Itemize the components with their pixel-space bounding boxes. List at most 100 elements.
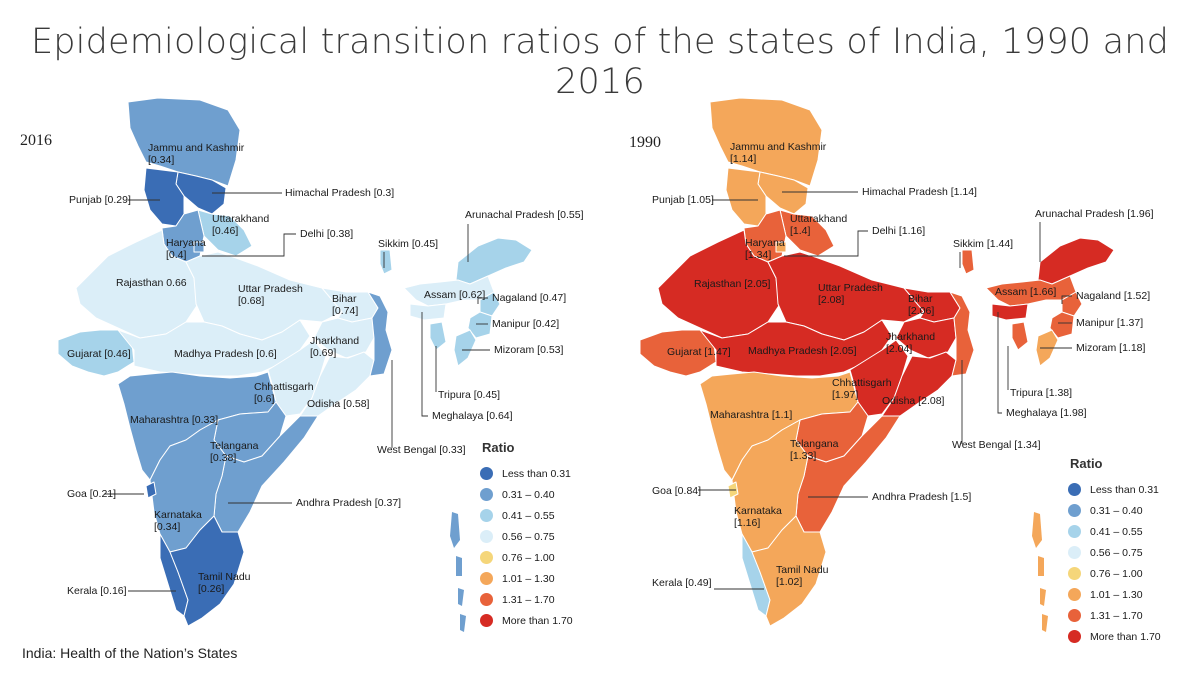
label-sk-2016: Sikkim [0.45] — [378, 238, 438, 250]
label-gj-1990: Gujarat [1.47] — [667, 346, 731, 358]
region-dl-1990 — [775, 241, 787, 253]
legend-label: 0.56 – 0.75 — [1090, 546, 1143, 559]
label-jh-2016: Jharkhand [0.69] — [310, 335, 359, 359]
legend-swatch — [1068, 525, 1081, 538]
label-ga-1990: Goa [0.84] — [652, 485, 701, 497]
legend-swatch — [1068, 546, 1081, 559]
legend-swatch — [1068, 609, 1081, 622]
region-nl-1990 — [1061, 291, 1083, 317]
region-uk-2016 — [197, 209, 253, 257]
label-rj-1990: Rajasthan [2.05] — [694, 278, 771, 290]
legend-item: 0.41 – 0.55 — [480, 505, 573, 526]
label-ml-2016: Meghalaya [0.64] — [432, 410, 513, 422]
legend-title: Ratio — [482, 440, 515, 455]
page-title: Epidemiological transition ratios of the… — [30, 22, 1170, 102]
label-pb-1990: Punjab [1.05] — [652, 194, 714, 206]
region-od-2016 — [299, 351, 375, 417]
legend-label: 0.31 – 0.40 — [1090, 504, 1143, 517]
region-mn-2016 — [467, 311, 493, 339]
region-tn-2016 — [169, 515, 245, 627]
label-tg-1990: Telangana [1.33] — [790, 438, 839, 462]
label-dl-1990: Delhi [1.16] — [872, 225, 925, 237]
region-cg-1990 — [849, 339, 909, 417]
legend-item: 1.31 – 1.70 — [480, 589, 573, 610]
region-sk-2016 — [379, 249, 393, 275]
region-gj-1990 — [639, 329, 717, 377]
legend-item: 0.41 – 0.55 — [1068, 521, 1161, 542]
label-ap-1990: Andhra Pradesh [1.5] — [872, 491, 971, 503]
label-ml-1990: Meghalaya [1.98] — [1006, 407, 1087, 419]
region-ar-2016 — [455, 237, 533, 285]
label-br-1990: Bihar [2.06] — [908, 293, 934, 317]
leader-line-nl-2016 — [477, 297, 488, 304]
legend-item: 0.76 – 1.00 — [480, 547, 573, 568]
label-uk-2016: Uttarakhand [0.46] — [212, 213, 269, 237]
legend-label: 1.01 – 1.30 — [1090, 588, 1143, 601]
region-island3-1990 — [1040, 588, 1046, 606]
label-cg-2016: Chhattisgarh [0.6] — [254, 381, 314, 405]
legend-swatch — [480, 551, 493, 564]
legend-label: 1.31 – 1.70 — [502, 593, 555, 606]
label-mh-2016: Maharashtra [0.33] — [130, 414, 218, 426]
region-mz-2016 — [453, 329, 477, 367]
label-mz-1990: Mizoram [1.18] — [1076, 342, 1146, 354]
legend-item: Less than 0.31 — [1068, 479, 1161, 500]
label-jk-2016: Jammu and Kashmir [0.34] — [148, 142, 245, 166]
leader-line-nl-1990 — [1061, 295, 1072, 304]
leader-line-dl-1990 — [784, 230, 868, 257]
label-tn-2016: Tamil Nadu [0.26] — [198, 571, 251, 595]
label-ar-1990: Arunachal Pradesh [1.96] — [1035, 208, 1154, 220]
legend-label: 1.31 – 1.70 — [1090, 609, 1143, 622]
label-ga-2016: Goa [0.21] — [67, 488, 116, 500]
label-mp-2016: Madhya Pradesh [0.6] — [174, 348, 277, 360]
label-kl-1990: Kerala [0.49] — [652, 577, 712, 589]
region-wb-1990 — [949, 291, 975, 377]
map-1990-year-label: 1990 — [629, 134, 661, 151]
label-rj-2016: Rajasthan 0.66 — [116, 277, 187, 289]
label-jh-1990: Jharkhand [2.04] — [886, 331, 935, 355]
legend-label: 1.01 – 1.30 — [502, 572, 555, 585]
label-tn-1990: Tamil Nadu [1.02] — [776, 564, 829, 588]
label-hr-1990: Haryana [1.34] — [745, 237, 785, 261]
label-as-1990: Assam [1.66] — [995, 286, 1056, 298]
legend-label: 0.76 – 1.00 — [1090, 567, 1143, 580]
legend-item: 0.56 – 0.75 — [480, 526, 573, 547]
region-ga-2016 — [145, 481, 157, 499]
label-uk-1990: Uttarakhand [1.4] — [790, 213, 847, 237]
region-ka-2016 — [149, 419, 227, 553]
label-nl-2016: Nagaland [0.47] — [492, 292, 566, 304]
legend-item: 0.31 – 0.40 — [1068, 500, 1161, 521]
legend-swatch — [1068, 630, 1081, 643]
label-pb-2016: Punjab [0.29] — [69, 194, 131, 206]
region-sk-1990 — [961, 249, 975, 275]
legend-item: 0.56 – 0.75 — [1068, 542, 1161, 563]
legend-swatch — [480, 593, 493, 606]
leader-line-dl-2016 — [202, 233, 296, 257]
label-hp-1990: Himachal Pradesh [1.14] — [862, 186, 977, 198]
label-ar-2016: Arunachal Pradesh [0.55] — [465, 209, 584, 221]
label-up-2016: Uttar Pradesh [0.68] — [238, 283, 303, 307]
region-tr-2016 — [429, 321, 447, 351]
region-island1-2016 — [450, 512, 460, 548]
region-cg-2016 — [267, 339, 327, 417]
leader-line-ml-1990 — [997, 312, 1002, 414]
legend-swatch — [480, 509, 493, 522]
legend-swatch — [1068, 588, 1081, 601]
legend-1990: Ratio Less than 0.31 0.31 – 0.40 0.41 – 0.5… — [1068, 456, 1161, 647]
legend-swatch — [1068, 504, 1081, 517]
label-jk-1990: Jammu and Kashmir [1.14] — [730, 141, 827, 165]
legend-item: 1.31 – 1.70 — [1068, 605, 1161, 626]
legend-label: 0.56 – 0.75 — [502, 530, 555, 543]
map-2016 — [57, 97, 533, 632]
region-tn-1990 — [751, 515, 827, 627]
label-mn-2016: Manipur [0.42] — [492, 318, 559, 330]
label-cg-1990: Chhattisgarh [1.97] — [832, 377, 892, 401]
label-mh-1990: Maharashtra [1.1] — [710, 409, 792, 421]
region-island4-2016 — [460, 614, 466, 632]
label-wb-1990: West Bengal [1.34] — [952, 439, 1041, 451]
label-mp-1990: Madhya Pradesh [2.05] — [748, 345, 857, 357]
legend-item: 1.01 – 1.30 — [480, 568, 573, 589]
legend-swatch — [1068, 483, 1081, 496]
region-island3-2016 — [458, 588, 464, 606]
